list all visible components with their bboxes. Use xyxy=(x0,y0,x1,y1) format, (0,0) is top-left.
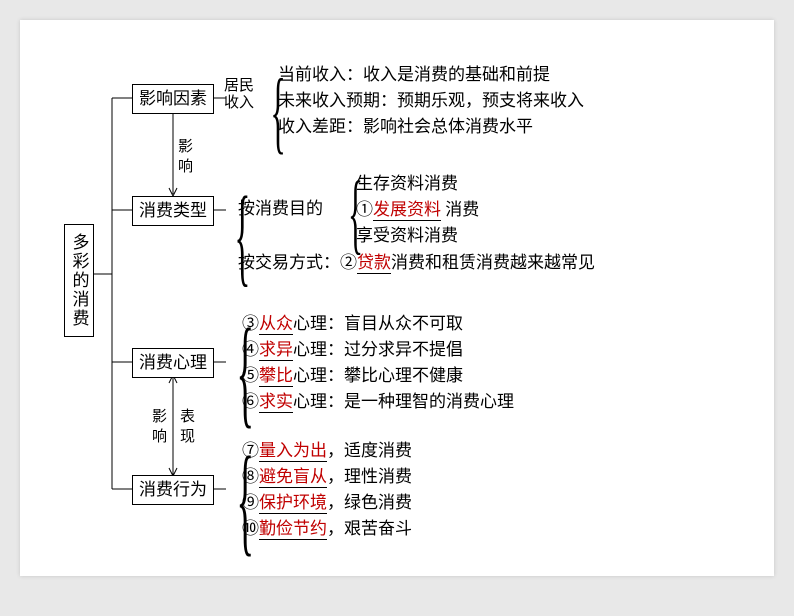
b4-d2: ⑧避免盲从，理性消费 xyxy=(242,464,412,490)
b2-purpose-label: 按消费目的 xyxy=(238,196,323,222)
arrow3-left-label: 影响 xyxy=(152,408,170,447)
branch3-label: 消费心理 xyxy=(139,353,207,372)
branch2-box: 消费类型 xyxy=(132,196,214,226)
b3-c1: ③从众心理：盲目从众不可取 xyxy=(242,311,463,337)
b2-p2: ①发展资料 消费 xyxy=(356,197,479,223)
b1-line3: 收入差距：影响社会总体消费水平 xyxy=(278,114,533,140)
branch4-box: 消费行为 xyxy=(132,475,214,505)
branch1-box: 影响因素 xyxy=(132,84,214,114)
diagram-sheet: 多彩的消费 影响因素 居民收入 { 当前收入：收入是消费的基础和前提 未来收入预… xyxy=(20,20,774,576)
branch2-label: 消费类型 xyxy=(139,201,207,220)
branch1-label: 影响因素 xyxy=(139,89,207,108)
branch1-side-label: 居民收入 xyxy=(224,78,258,113)
root-label: 多彩的消费 xyxy=(70,233,89,328)
b3-c4: ⑥求实心理：是一种理智的消费心理 xyxy=(242,389,514,415)
b3-c3: ⑤攀比心理：攀比心理不健康 xyxy=(242,363,463,389)
b2-p1: 生存资料消费 xyxy=(356,171,458,197)
b4-d3: ⑨保护环境，绿色消费 xyxy=(242,490,412,516)
branch4-label: 消费行为 xyxy=(139,480,207,499)
b1-line2: 未来收入预期：预期乐观，预支将来收入 xyxy=(278,88,584,114)
root-box: 多彩的消费 xyxy=(64,224,94,337)
arrow3-right-label: 表现 xyxy=(180,408,198,447)
b1-line1: 当前收入：收入是消费的基础和前提 xyxy=(278,62,550,88)
brace-b2: { xyxy=(234,172,250,299)
branch3-box: 消费心理 xyxy=(132,348,214,378)
b4-d1: ⑦量入为出，适度消费 xyxy=(242,438,412,464)
b2-p3: 享受资料消费 xyxy=(356,223,458,249)
arrow1-label: 影响 xyxy=(178,138,196,177)
b2-trade: 按交易方式：②贷款消费和租赁消费越来越常见 xyxy=(238,250,595,276)
b4-d4: ⑩勤俭节约，艰苦奋斗 xyxy=(242,516,412,542)
b3-c2: ④求异心理：过分求异不提倡 xyxy=(242,337,463,363)
